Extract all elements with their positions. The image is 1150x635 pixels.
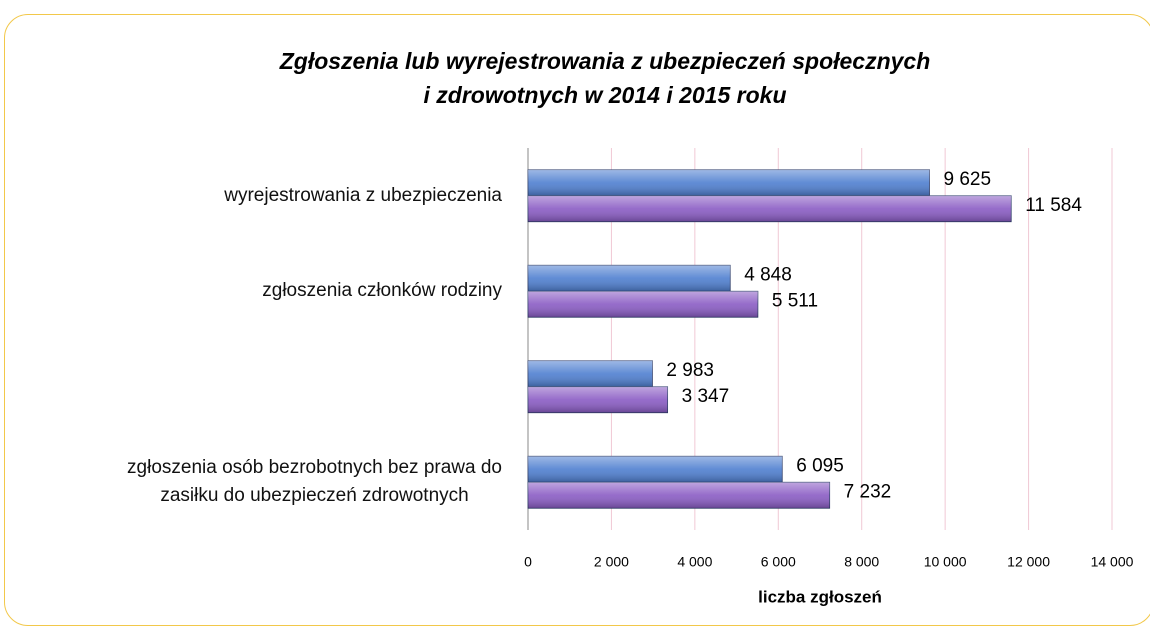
bar-shine	[528, 291, 758, 318]
x-tick-label: 8 000	[844, 554, 879, 570]
y-tick-label: zgłoszenia członków rodziny	[262, 280, 502, 302]
chart-title: Zgłoszenia lub wyrejestrowania z ubezpie…	[279, 48, 931, 108]
value-label: 2 983	[666, 360, 714, 381]
value-label: 3 347	[682, 386, 730, 407]
x-tick-label: 10 000	[924, 554, 967, 570]
x-axis-title: liczba zgłoszeń	[758, 587, 882, 606]
bar-shine	[528, 195, 1012, 222]
y-tick-label: zgłoszenia osób bezrobotnych bez prawa d…	[127, 457, 502, 507]
value-label: 11 584	[1025, 195, 1082, 216]
value-label: 4 848	[744, 264, 792, 285]
x-tick-label: 6 000	[761, 554, 796, 570]
bar-shine	[528, 360, 653, 387]
chart-frame	[4, 14, 1150, 626]
value-label: 9 625	[944, 169, 992, 190]
bar-shine	[528, 482, 830, 509]
x-tick-label: 2 000	[594, 554, 629, 570]
bar-shine	[528, 265, 731, 292]
value-label: 5 511	[772, 290, 818, 311]
bar-shine	[528, 386, 668, 413]
x-tick-label: 12 000	[1007, 554, 1050, 570]
x-tick-label: 0	[524, 554, 532, 570]
y-tick-label: wyrejestrowania z ubezpieczenia	[224, 184, 502, 206]
bar-shine	[528, 456, 783, 483]
value-label: 7 232	[844, 481, 892, 502]
value-label: 6 095	[796, 455, 844, 476]
x-tick-label: 14 000	[1091, 554, 1134, 570]
bar-shine	[528, 169, 930, 196]
x-tick-label: 4 000	[677, 554, 712, 570]
